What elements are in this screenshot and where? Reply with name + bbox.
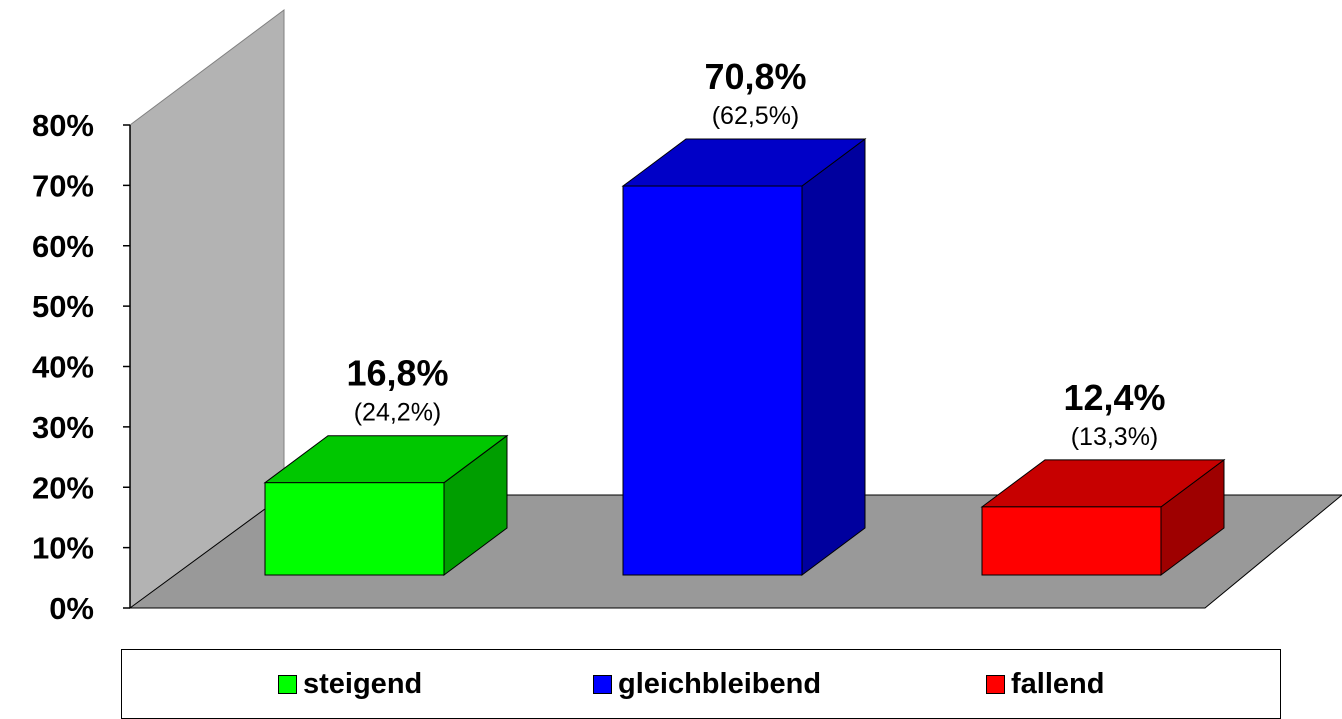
y-tick-label: 70% (32, 168, 94, 203)
y-axis-ticks: 0% 10% 20% 30% 40% 50% 60% 70% 80% (32, 108, 130, 626)
y-tick-label: 50% (32, 289, 94, 324)
legend-swatch-green (278, 675, 297, 694)
legend-swatch-blue (593, 675, 612, 694)
legend-item-steigend: steigend (278, 668, 422, 701)
legend: steigend gleichbleibend fallend (121, 649, 1281, 719)
legend-item-fallend: fallend (986, 668, 1104, 701)
data-labels-group: 16,8% (24,2%) 70,8% (62,5%) 12,4% (13,3%) (346, 56, 1165, 451)
secondary-label-gleichbleibend: (62,5%) (712, 102, 800, 130)
legend-swatch-red (986, 675, 1005, 694)
bar-front-fallend (981, 506, 1162, 576)
value-label-fallend: 12,4% (1063, 377, 1165, 418)
legend-item-gleichbleibend: gleichbleibend (593, 668, 821, 701)
value-label-steigend: 16,8% (346, 353, 448, 394)
y-tick-label: 80% (32, 108, 94, 143)
y-tick-label: 30% (32, 410, 94, 445)
bar-front-gleichbleibend (622, 185, 803, 576)
y-tick-label: 40% (32, 350, 94, 385)
y-tick-label: 10% (32, 531, 94, 566)
bar-side-gleichbleibend (801, 138, 866, 576)
y-tick-label: 60% (32, 229, 94, 264)
legend-label-gleichbleibend: gleichbleibend (618, 668, 822, 700)
bar-front-steigend (264, 482, 445, 576)
bars-group (263, 138, 1226, 576)
legend-label-steigend: steigend (303, 668, 423, 700)
secondary-label-steigend: (24,2%) (354, 399, 442, 427)
secondary-label-fallend: (13,3%) (1071, 423, 1159, 451)
y-tick-label: 0% (49, 591, 94, 626)
y-tick-label: 20% (32, 470, 94, 505)
legend-label-fallend: fallend (1011, 668, 1105, 700)
value-label-gleichbleibend: 70,8% (704, 56, 806, 97)
